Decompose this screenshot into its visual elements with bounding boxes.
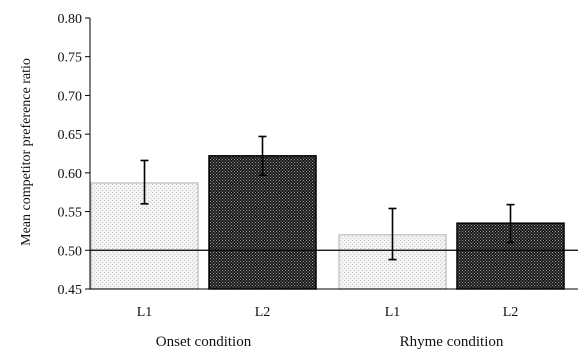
category-labels: L1 L2 L1 L2 <box>137 305 519 320</box>
y-axis-ticks: 0.45 0.50 0.55 0.60 0.65 0.70 0.75 0.80 <box>58 12 90 298</box>
y-tick-label: 0.50 <box>58 244 83 259</box>
y-tick-label: 0.45 <box>58 283 83 298</box>
group-labels: Onset condition Rhyme condition <box>156 334 504 350</box>
y-tick-label: 0.70 <box>58 89 83 104</box>
y-tick-label: 0.60 <box>58 167 83 182</box>
bar-onset-l2 <box>208 155 317 290</box>
y-tick-label: 0.65 <box>58 128 83 143</box>
y-tick-label: 0.55 <box>58 206 83 221</box>
bar-rhyme-l2 <box>456 222 565 290</box>
category-label: L1 <box>385 305 401 320</box>
y-tick-label: 0.75 <box>58 51 83 66</box>
bars-layer <box>90 155 565 290</box>
group-label: Onset condition <box>156 334 252 350</box>
group-label: Rhyme condition <box>400 334 504 350</box>
category-label: L2 <box>503 305 519 320</box>
error-bars-layer <box>140 135 515 261</box>
y-tick-label: 0.80 <box>58 12 83 27</box>
y-axis-title: Mean competitor preference ratio <box>19 58 34 246</box>
category-label: L1 <box>137 305 153 320</box>
category-label: L2 <box>255 305 271 320</box>
